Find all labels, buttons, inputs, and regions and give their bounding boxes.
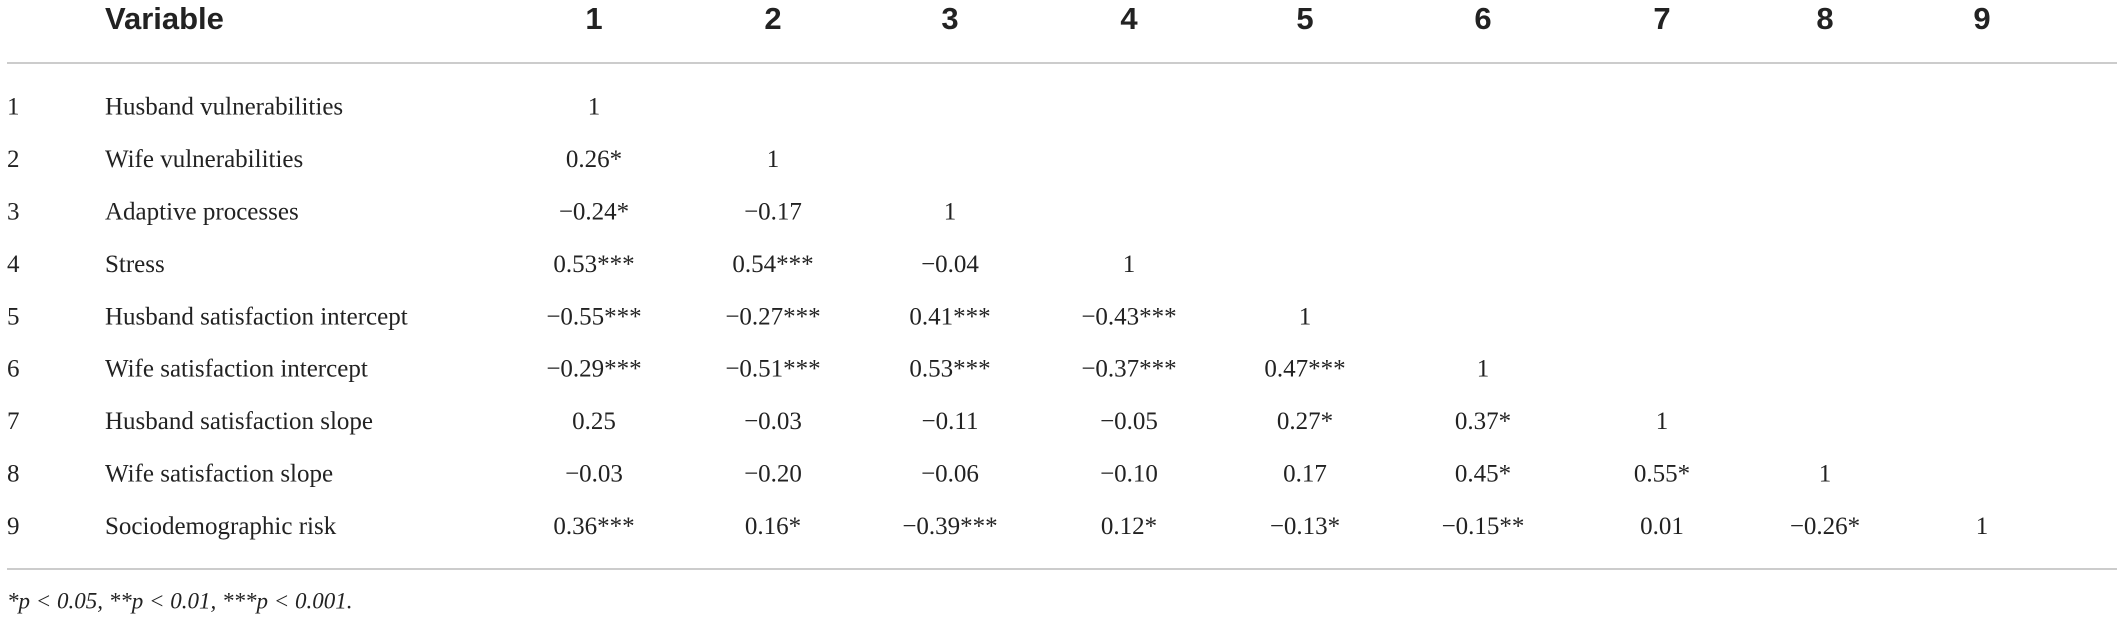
correlation-cell: 0.01: [1640, 513, 1684, 540]
row-variable: Wife satisfaction intercept: [105, 356, 368, 383]
footnote: *p < 0.05, **p < 0.01, ***p < 0.001.: [7, 588, 353, 613]
header-column: 6: [1474, 1, 1491, 36]
correlation-cell: 0.16*: [745, 513, 801, 540]
correlation-cell: 0.55*: [1634, 461, 1690, 488]
correlation-cell: 0.45*: [1455, 461, 1511, 488]
header-variable: Variable: [105, 1, 224, 36]
header-column: 9: [1973, 1, 1990, 36]
correlation-cell: −0.13*: [1270, 513, 1340, 540]
row-variable: Wife vulnerabilities: [105, 146, 303, 173]
correlation-cell: 1: [1299, 303, 1312, 330]
header-column: 7: [1653, 1, 1670, 36]
correlation-cell: 1: [1656, 408, 1669, 435]
row-number: 3: [7, 199, 20, 226]
correlation-cell: −0.11: [922, 408, 979, 435]
correlation-cell: 1: [944, 199, 957, 226]
correlation-cell: 1: [1123, 251, 1136, 278]
row-variable: Husband vulnerabilities: [105, 94, 343, 121]
correlation-cell: −0.24*: [559, 199, 629, 226]
correlation-cell: −0.03: [744, 408, 802, 435]
correlation-cell: 0.53***: [553, 251, 634, 278]
header-column: 2: [764, 1, 781, 36]
row-variable: Stress: [105, 251, 165, 278]
correlation-cell: −0.27***: [725, 303, 820, 330]
correlation-cell: 0.17: [1283, 461, 1327, 488]
correlation-cell: 1: [767, 146, 780, 173]
correlation-cell: 1: [588, 94, 601, 121]
row-number: 7: [7, 408, 20, 435]
correlation-cell: 0.26*: [566, 146, 622, 173]
header-column: 5: [1296, 1, 1313, 36]
correlation-cell: 0.47***: [1264, 356, 1345, 383]
correlation-cell: 0.25: [572, 408, 616, 435]
correlation-cell: −0.29***: [546, 356, 641, 383]
correlation-cell: −0.04: [921, 251, 979, 278]
correlation-cell: −0.55***: [546, 303, 641, 330]
correlation-cell: −0.43***: [1081, 303, 1176, 330]
row-variable: Adaptive processes: [105, 199, 299, 226]
row-variable: Husband satisfaction slope: [105, 408, 373, 435]
correlation-cell: −0.26*: [1790, 513, 1860, 540]
row-number: 9: [7, 513, 20, 540]
row-number: 1: [7, 94, 20, 121]
correlation-cell: −0.05: [1100, 408, 1158, 435]
correlation-cell: 0.12*: [1101, 513, 1157, 540]
correlation-cell: −0.17: [744, 199, 802, 226]
correlation-cell: 1: [1819, 461, 1832, 488]
correlation-cell: 0.27*: [1277, 408, 1333, 435]
correlation-cell: −0.51***: [725, 356, 820, 383]
header-column: 8: [1816, 1, 1833, 36]
correlation-cell: 1: [1976, 513, 1989, 540]
row-number: 5: [7, 303, 20, 330]
row-number: 4: [7, 251, 20, 278]
correlation-cell: 0.53***: [909, 356, 990, 383]
correlation-cell: −0.15**: [1442, 513, 1525, 540]
row-variable: Husband satisfaction intercept: [105, 303, 408, 330]
correlation-cell: 0.36***: [553, 513, 634, 540]
row-number: 8: [7, 461, 20, 488]
header-column: 1: [585, 1, 602, 36]
correlation-cell: −0.03: [565, 461, 623, 488]
correlation-cell: −0.20: [744, 461, 802, 488]
correlation-cell: 0.37*: [1455, 408, 1511, 435]
header-column: 3: [941, 1, 958, 36]
row-number: 6: [7, 356, 20, 383]
correlation-cell: −0.06: [921, 461, 979, 488]
correlation-cell: 0.41***: [909, 303, 990, 330]
row-number: 2: [7, 146, 20, 173]
correlation-cell: −0.37***: [1081, 356, 1176, 383]
row-variable: Wife satisfaction slope: [105, 461, 333, 488]
row-variable: Sociodemographic risk: [105, 513, 337, 540]
header-column: 4: [1120, 1, 1138, 36]
correlation-cell: −0.10: [1100, 461, 1158, 488]
correlation-cell: 0.54***: [732, 251, 813, 278]
correlation-cell: 1: [1477, 356, 1490, 383]
correlation-cell: −0.39***: [902, 513, 997, 540]
